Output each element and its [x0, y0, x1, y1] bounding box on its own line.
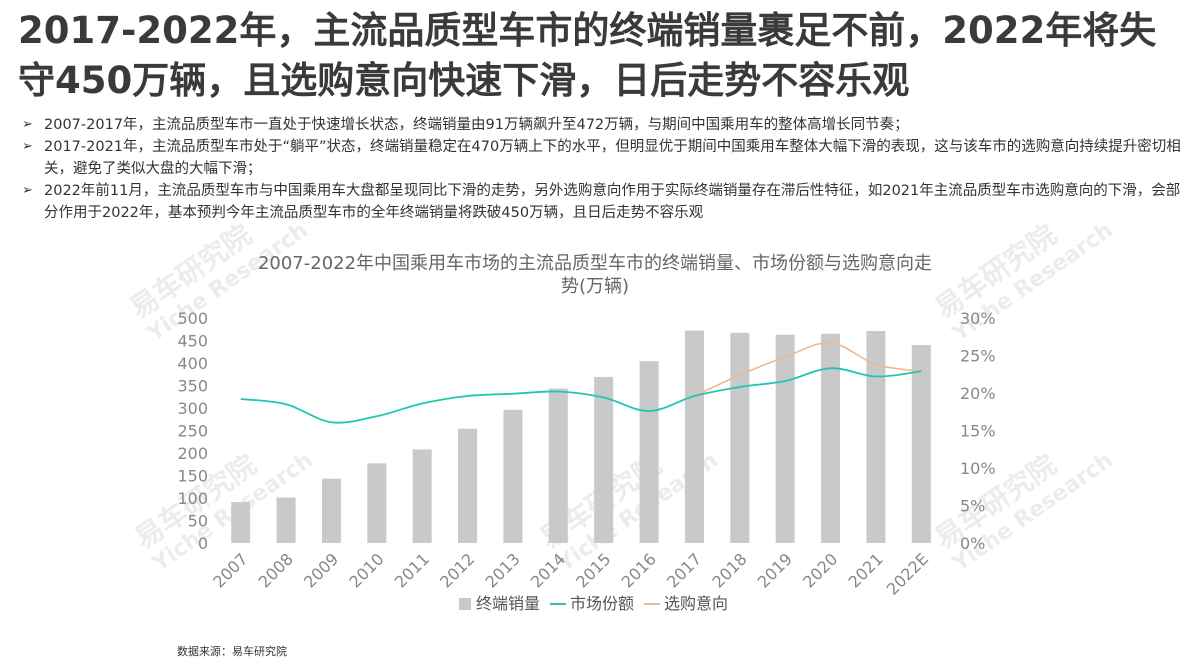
legend-label-sales: 终端销量 — [476, 594, 540, 613]
y-left-tick-label: 500 — [177, 309, 208, 328]
bullet-item-3: ➢ 2022年前11月，主流品质型车市与中国乘用车大盘都呈现同比下滑的走势，另外… — [22, 180, 1182, 224]
bar-2016 — [639, 361, 659, 543]
legend-bar-swatch — [459, 598, 471, 610]
x-tick-label: 2007 — [209, 549, 251, 591]
y-left-tick-label: 250 — [177, 422, 208, 441]
y-left-tick-label: 100 — [177, 489, 208, 508]
x-tick-label: 2013 — [482, 549, 524, 591]
bar-2011 — [412, 449, 432, 543]
arrowhead-bullet-icon: ➢ — [22, 117, 33, 132]
bar-2019 — [775, 334, 795, 543]
bullet-item-1: ➢ 2007-2017年，主流品质型车市一直处于快速增长状态，终端销量由91万辆… — [22, 114, 1182, 136]
y-left-tick-label: 350 — [177, 377, 208, 396]
bar-2007 — [231, 502, 251, 543]
y-right-tick-label: 5% — [960, 497, 985, 516]
bar-2018 — [730, 332, 750, 543]
bullet-item-2: ➢ 2017-2021年，主流品质型车市处于“躺平”状态，终端销量稳定在470万… — [22, 136, 1182, 180]
intent-series-line — [694, 341, 922, 397]
arrowhead-bullet-icon: ➢ — [22, 183, 33, 198]
y-left-tick-label: 400 — [177, 354, 208, 373]
legend-label-share: 市场份额 — [570, 594, 634, 613]
y-left-tick-label: 50 — [188, 512, 208, 531]
x-tick-label: 2020 — [799, 549, 841, 591]
y-left-tick-label: 0 — [198, 534, 208, 553]
x-tick-label: 2014 — [527, 549, 569, 591]
x-tick-label: 2008 — [255, 549, 297, 591]
y-right-tick-label: 10% — [960, 459, 996, 478]
y-left-tick-label: 150 — [177, 467, 208, 486]
x-tick-label: 2021 — [845, 549, 887, 591]
y-right-tick-label: 30% — [960, 309, 996, 328]
bar-2013 — [503, 409, 523, 543]
share-series-line — [240, 367, 922, 424]
x-tick-label: 2011 — [391, 549, 433, 591]
data-source: 数据来源：易车研究院 — [177, 645, 287, 658]
y-right-tick-label: 0% — [960, 534, 985, 553]
bar-2017 — [684, 330, 704, 543]
y-right-tick-label: 25% — [960, 347, 996, 366]
x-tick-label: 2010 — [345, 549, 387, 591]
y-left-tick-label: 200 — [177, 444, 208, 463]
bar-2022E — [911, 345, 931, 543]
x-tick-label: 2022E — [883, 549, 932, 598]
bullet-text-3: 2022年前11月，主流品质型车市与中国乘用车大盘都呈现同比下滑的走势，另外选购… — [44, 183, 1181, 221]
x-tick-label: 2018 — [708, 549, 750, 591]
y-left-tick-label: 300 — [177, 399, 208, 418]
x-tick-label: 2019 — [754, 549, 796, 591]
bar-2010 — [367, 463, 387, 543]
y-right-tick-label: 20% — [960, 384, 996, 403]
bar-2012 — [458, 428, 478, 543]
bar-2021 — [866, 331, 886, 543]
x-tick-label: 2012 — [436, 549, 478, 591]
bullet-list: ➢ 2007-2017年，主流品质型车市一直处于快速增长状态，终端销量由91万辆… — [22, 114, 1182, 224]
x-tick-label: 2016 — [618, 549, 660, 591]
x-tick-label: 2015 — [572, 549, 614, 591]
x-tick-label: 2009 — [300, 549, 342, 591]
bar-2020 — [821, 333, 841, 543]
bar-2009 — [321, 478, 341, 543]
chart-title: 2007-2022年中国乘用车市场的主流品质型车市的终端销量、市场份额与选购意向… — [257, 253, 933, 297]
y-left-tick-label: 450 — [177, 332, 208, 351]
legend-label-intent: 选购意向 — [664, 594, 728, 613]
bar-2014 — [548, 388, 568, 543]
bullet-text-1: 2007-2017年，主流品质型车市一直处于快速增长状态，终端销量由91万辆飙升… — [44, 117, 909, 133]
bar-2015 — [594, 376, 614, 543]
arrowhead-bullet-icon: ➢ — [22, 139, 33, 154]
bar-2008 — [276, 497, 296, 543]
y-right-tick-label: 15% — [960, 422, 996, 441]
x-tick-label: 2017 — [663, 549, 705, 591]
bullet-text-2: 2017-2021年，主流品质型车市处于“躺平”状态，终端销量稳定在470万辆上… — [44, 139, 1181, 177]
page-title: 2017-2022年，主流品质型车市的终端销量裹足不前，2022年将失守450万… — [18, 9, 1157, 102]
